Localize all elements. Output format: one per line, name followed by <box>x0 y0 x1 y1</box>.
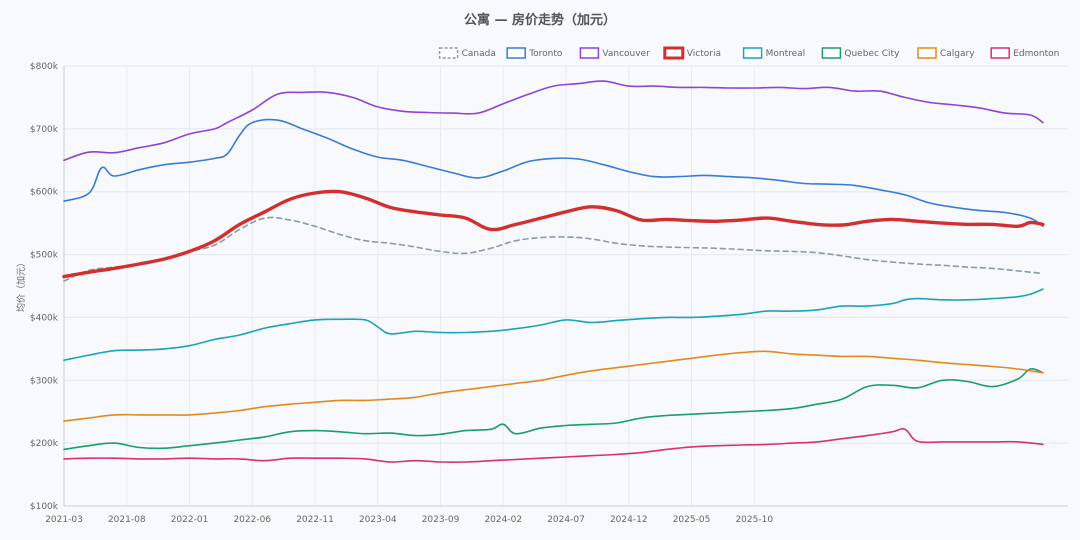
y-tick-label: $200k <box>30 439 59 449</box>
chart-title: 公寓 — 房价走势（加元） <box>464 12 616 28</box>
legend-label: Edmonton <box>1013 49 1059 59</box>
series-line-canada <box>63 216 1044 282</box>
x-tick-label: 2023-09 <box>422 515 460 525</box>
series-lines <box>62 80 1045 463</box>
y-tick-label: $300k <box>30 376 59 386</box>
axes: $100k $200k $300k $400k $500k $600k $700k $800k… <box>30 62 1068 525</box>
x-tick-label: 2024-02 <box>484 515 522 525</box>
legend-label: Calgary <box>940 49 975 59</box>
y-tick-label: $700k <box>30 125 59 135</box>
legend-swatch <box>990 47 1010 59</box>
x-tick-label: 2022-01 <box>171 515 209 525</box>
y-tick-label: $800k <box>30 62 59 72</box>
y-tick-label: $600k <box>30 188 59 198</box>
x-tick-label: 2022-11 <box>296 515 334 525</box>
y-tick-label: $100k <box>30 502 59 512</box>
y-tick-label: $400k <box>30 313 59 323</box>
legend-item-toronto[interactable]: Toronto <box>506 47 563 59</box>
x-tick-label: 2024-07 <box>547 515 585 525</box>
x-tick-label: 2024-12 <box>610 515 648 525</box>
y-axis-label: 均价（加元） <box>15 258 27 312</box>
legend-label: Montreal <box>766 49 806 59</box>
x-tick-label: 2022-06 <box>233 515 271 525</box>
legend-item-calgary[interactable]: Calgary <box>917 47 975 59</box>
legend-item-edmonton[interactable]: Edmonton <box>990 47 1059 59</box>
legend-swatch <box>438 47 459 59</box>
legend-label: Victoria <box>687 49 721 59</box>
x-tick-label: 2025-05 <box>673 515 711 525</box>
y-tick-label: $500k <box>30 251 59 261</box>
legend-swatch <box>579 47 600 59</box>
legend-item-vancouver[interactable]: Vancouver <box>579 47 650 59</box>
legend-swatch <box>821 47 842 59</box>
series-line-calgary <box>63 350 1044 422</box>
series-line-quebec-city <box>63 367 1044 451</box>
legend-item-quebec-city[interactable]: Quebec City <box>821 47 900 59</box>
legend-label: Toronto <box>528 49 563 59</box>
legend-swatch <box>742 47 763 59</box>
x-tick-label: 2025-10 <box>735 515 773 525</box>
series-line-montreal <box>63 288 1044 361</box>
legend-label: Vancouver <box>602 49 650 59</box>
x-tick-label: 2023-04 <box>359 515 397 525</box>
series-line-toronto <box>63 118 1044 228</box>
series-line-victoria <box>62 189 1045 279</box>
grid <box>63 65 1068 507</box>
series-line-edmonton <box>63 428 1044 463</box>
legend-swatch <box>506 47 526 59</box>
x-tick-label: 2021-08 <box>108 515 146 525</box>
legend: Canada Toronto Vancouver Victoria Montreal Qu… <box>438 46 1059 60</box>
legend-label: Canada <box>462 49 496 59</box>
series-line-vancouver <box>63 80 1044 162</box>
legend-swatch <box>917 47 937 59</box>
legend-item-victoria[interactable]: Victoria <box>663 46 721 60</box>
legend-label: Quebec City <box>844 49 900 59</box>
legend-swatch <box>663 46 685 60</box>
x-tick-label: 2021-03 <box>45 515 83 525</box>
legend-item-canada[interactable]: Canada <box>438 47 496 59</box>
legend-item-montreal[interactable]: Montreal <box>742 47 806 59</box>
